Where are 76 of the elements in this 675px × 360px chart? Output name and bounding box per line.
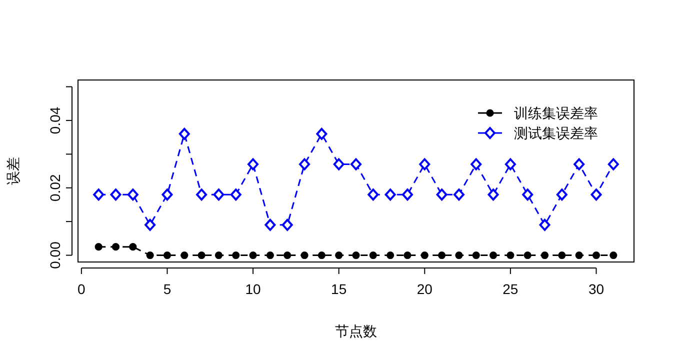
- point: [163, 251, 172, 260]
- point: [198, 251, 206, 260]
- point: [488, 188, 499, 201]
- point: [178, 128, 190, 140]
- point: [590, 188, 602, 201]
- point: [333, 158, 344, 170]
- legend-label: 训练集误差率: [514, 105, 598, 121]
- y-axis-title: 误差: [5, 157, 21, 185]
- point: [299, 158, 310, 170]
- point: [146, 251, 154, 260]
- point: [556, 188, 568, 201]
- y-tick-label: 0.04: [47, 106, 63, 134]
- point: [248, 158, 259, 170]
- x-axis-title: 节点数: [335, 323, 377, 339]
- point: [574, 158, 585, 170]
- point: [112, 243, 120, 251]
- point: [470, 158, 482, 170]
- point: [127, 188, 138, 201]
- point: [436, 188, 448, 201]
- point: [162, 188, 173, 201]
- y-tick-label: 0.00: [47, 241, 63, 269]
- point: [266, 251, 274, 260]
- point: [318, 251, 326, 260]
- point: [419, 158, 430, 170]
- x-tick-label: 15: [331, 281, 347, 297]
- point: [232, 251, 240, 260]
- x-tick-label: 10: [245, 281, 262, 297]
- point: [180, 251, 188, 260]
- point: [592, 251, 600, 260]
- point: [472, 251, 480, 260]
- x-tick-label: 0: [78, 281, 86, 297]
- point: [282, 218, 293, 231]
- point: [608, 158, 619, 170]
- point: [264, 218, 276, 231]
- y-tick-label: 0.02: [47, 174, 63, 202]
- point: [506, 251, 514, 260]
- point: [249, 251, 257, 260]
- point: [455, 251, 463, 260]
- x-tick-label: 30: [588, 281, 604, 297]
- point: [284, 251, 292, 260]
- point: [404, 251, 412, 260]
- point: [368, 188, 379, 201]
- point: [610, 251, 618, 260]
- point: [144, 218, 156, 231]
- point: [93, 188, 104, 201]
- point: [524, 251, 532, 260]
- point: [539, 218, 550, 231]
- point: [350, 158, 362, 170]
- point: [94, 243, 102, 251]
- point: [300, 251, 308, 260]
- point: [214, 251, 223, 260]
- point: [489, 251, 498, 260]
- point: [575, 251, 583, 260]
- point: [110, 188, 122, 201]
- x-tick-label: 5: [163, 281, 172, 297]
- point: [386, 251, 394, 260]
- point: [129, 243, 137, 251]
- point: [352, 251, 360, 260]
- point: [335, 251, 343, 260]
- point: [230, 188, 242, 201]
- point: [384, 188, 396, 201]
- point: [402, 188, 413, 201]
- x-tick-label: 20: [416, 281, 433, 297]
- point: [420, 251, 428, 260]
- point: [504, 158, 516, 170]
- point: [522, 188, 534, 201]
- point: [316, 128, 328, 140]
- point: [558, 251, 566, 260]
- point: [369, 251, 377, 260]
- point: [540, 251, 549, 260]
- point: [438, 251, 446, 260]
- x-tick-label: 25: [502, 281, 518, 297]
- point: [196, 188, 208, 201]
- legend-label: 测试集误差率: [514, 125, 598, 141]
- point: [453, 188, 464, 201]
- point: [213, 188, 224, 201]
